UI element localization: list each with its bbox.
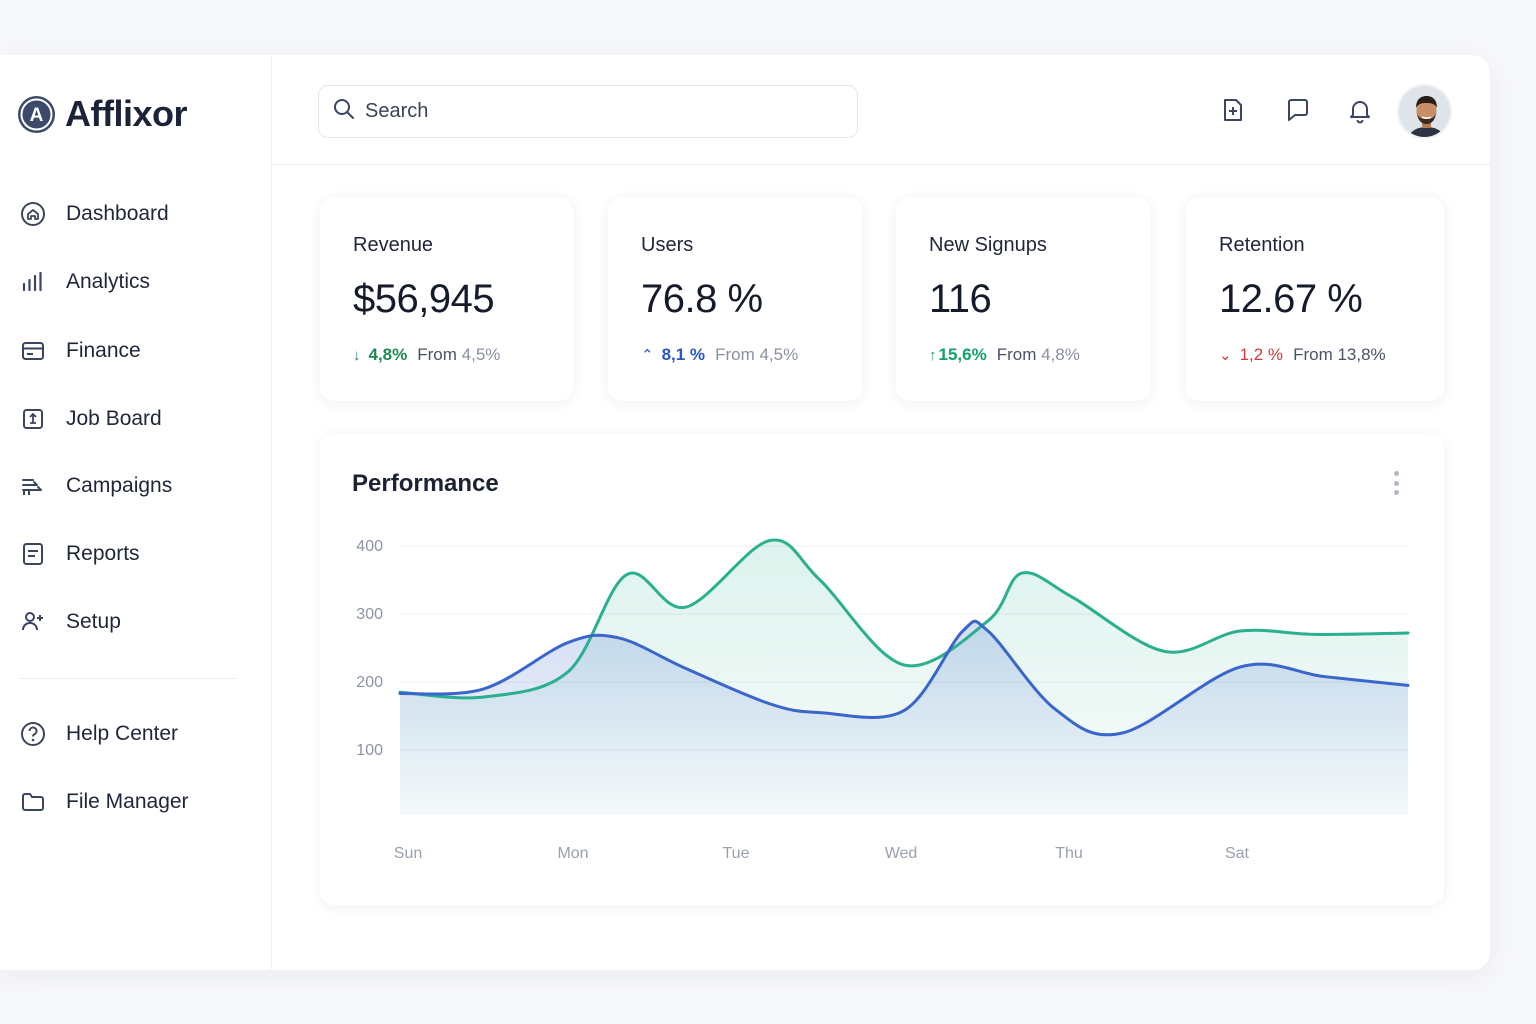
blue-series-line: [398, 619, 1410, 737]
stat-from-label: From: [715, 345, 755, 364]
document-icon: [20, 541, 46, 567]
stat-from-label: From: [996, 345, 1037, 364]
sidebar-item-dashboard[interactable]: Dashboard: [20, 196, 169, 232]
sidebar-item-label: Dashboard: [66, 202, 169, 225]
blue-series-area: [400, 621, 1408, 815]
sidebar-item-label: Analytics: [66, 270, 151, 293]
search-input[interactable]: [365, 100, 845, 123]
brand-name: Afflixor: [65, 93, 188, 134]
sidebar-item-analytics[interactable]: Analytics: [20, 264, 150, 300]
stat-delta-value: 8,1 %: [661, 345, 706, 364]
sidebar-item-setup[interactable]: Setup: [20, 604, 121, 640]
x-tick-label: Sun: [394, 845, 422, 862]
avatar-image: [1399, 86, 1450, 137]
stat-title: Revenue: [353, 234, 434, 256]
add-document-icon[interactable]: [1218, 95, 1248, 125]
stat-delta: ↑ 15,6% From 4,8%: [929, 345, 1080, 365]
help-icon: [20, 721, 46, 747]
stat-from-label: From: [1293, 345, 1333, 364]
y-tick-label: 400: [356, 538, 383, 555]
stat-delta-value: 15,6%: [938, 345, 987, 364]
sidebar-item-label: Finance: [66, 339, 141, 362]
performance-card: Performance 100 200 300 400 Sun Mon Tue Wed Thu S…: [320, 433, 1444, 905]
stat-delta: ⌃ 8,1 % From 4,5%: [641, 345, 798, 365]
performance-chart: 100 200 300 400 Sun Mon Tue Wed Thu Sat: [356, 538, 1410, 862]
clipboard-icon: [20, 406, 46, 432]
avatar[interactable]: [1397, 84, 1452, 139]
y-tick-label: 100: [356, 742, 383, 759]
svg-text:A: A: [30, 105, 44, 126]
sidebar-item-job-board[interactable]: Job Board: [20, 401, 162, 437]
y-tick-label: 200: [356, 674, 383, 691]
sidebar-item-label: Campaigns: [66, 474, 173, 497]
search-icon: [333, 98, 355, 125]
stat-card-users: Users 76.8 % ⌃ 8,1 % From 4,5%: [608, 197, 862, 401]
stat-value: 76.8 %: [641, 277, 763, 321]
x-tick-label: Wed: [885, 845, 918, 862]
stat-from-value: 4,8%: [1041, 345, 1080, 364]
more-options-icon[interactable]: [1386, 469, 1406, 497]
x-tick-label: Sat: [1225, 845, 1250, 862]
brand-logo: A: [18, 95, 55, 133]
x-tick-label: Thu: [1055, 845, 1083, 862]
top-bar: [272, 55, 1490, 165]
chat-icon[interactable]: [1283, 95, 1313, 125]
stat-delta-value: 1,2 %: [1239, 345, 1284, 364]
sidebar-item-label: Setup: [66, 610, 121, 633]
performance-title: Performance: [352, 470, 499, 497]
credit-card-icon: [20, 338, 46, 364]
sidebar-item-label: File Manager: [66, 790, 189, 813]
sidebar-item-file-manager[interactable]: File Manager: [20, 784, 189, 820]
sidebar-item-help-center[interactable]: Help Center: [20, 716, 178, 752]
green-series-line: [398, 538, 1410, 700]
folder-icon: [20, 789, 46, 815]
stat-from-label: From: [417, 345, 457, 364]
x-tick-label: Tue: [723, 845, 750, 862]
arrow-down-icon: ↓: [353, 346, 361, 364]
stat-from-value: 4,5%: [461, 345, 501, 364]
chevron-down-icon: ⌄: [1219, 347, 1232, 364]
stat-from-value: 4,5%: [759, 345, 799, 364]
app-window: A Afflixor Dashboard Analytics Finance: [0, 55, 1490, 970]
stat-delta-value: 4,8%: [368, 345, 408, 364]
logo-a-icon: A: [20, 98, 53, 130]
sidebar-item-campaigns[interactable]: Campaigns: [20, 468, 172, 504]
arrow-up-icon: ↑: [929, 346, 937, 364]
sidebar: A Afflixor Dashboard Analytics Finance: [0, 55, 272, 970]
bell-icon[interactable]: [1345, 95, 1375, 125]
x-tick-label: Mon: [557, 845, 588, 862]
route-icon: [20, 473, 46, 499]
stat-delta: ⌄ 1,2 % From 13,8%: [1219, 345, 1386, 365]
user-add-icon: [20, 609, 46, 635]
sidebar-item-reports[interactable]: Reports: [20, 536, 140, 572]
y-tick-label: 300: [356, 606, 383, 623]
stat-card-retention: Retention 12.67 % ⌄ 1,2 % From 13,8%: [1186, 197, 1444, 401]
stat-from-value: 13,8%: [1337, 345, 1386, 364]
sidebar-item-label: Job Board: [66, 407, 162, 430]
stat-value: 12.67 %: [1219, 277, 1363, 321]
stat-card-revenue: Revenue $56,945 ↓ 4,8% From 4,5%: [320, 197, 573, 401]
dashboard-icon: [20, 201, 46, 227]
stat-title: Users: [641, 234, 694, 256]
sidebar-divider: [20, 678, 236, 679]
stat-delta: ↓ 4,8% From 4,5%: [353, 345, 500, 365]
bar-chart-icon: [20, 269, 46, 295]
stat-title: Retention: [1219, 234, 1305, 256]
chevron-up-icon: ⌃: [641, 347, 654, 364]
stat-title: New Signups: [929, 234, 1047, 256]
stat-card-new-signups: New Signups 116 ↑ 15,6% From 4,8%: [896, 197, 1151, 401]
sidebar-item-label: Reports: [66, 542, 140, 565]
brand[interactable]: A Afflixor: [18, 93, 188, 135]
search-box[interactable]: [318, 85, 858, 138]
sidebar-item-finance[interactable]: Finance: [20, 333, 141, 369]
sidebar-item-label: Help Center: [66, 722, 179, 745]
stat-value: 116: [929, 277, 992, 321]
stat-value: $56,945: [353, 277, 495, 321]
